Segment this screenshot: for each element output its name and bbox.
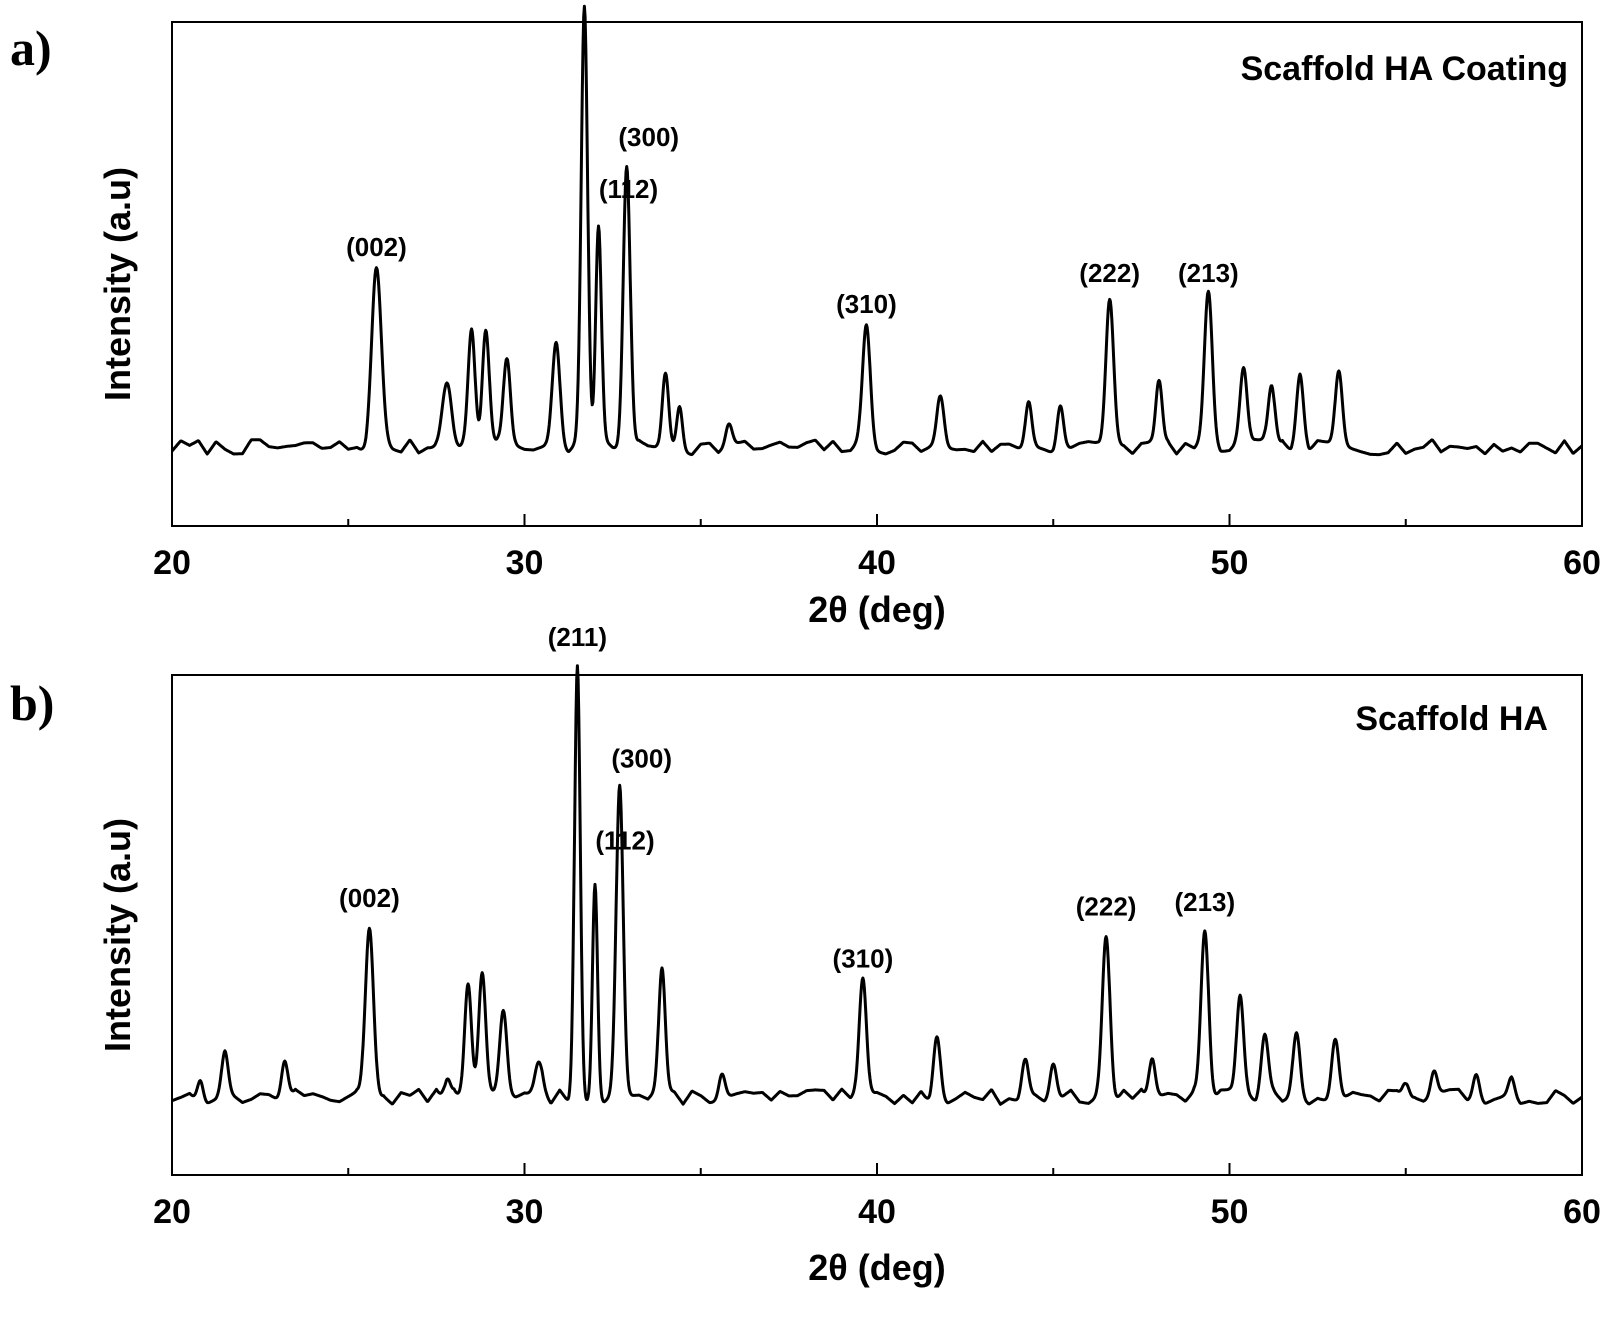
- peak-label: (310): [836, 289, 897, 319]
- peak-label: (300): [618, 122, 679, 152]
- x-axis-label: 2θ (deg): [808, 589, 945, 630]
- xrd-pattern-line: [170, 4, 1583, 457]
- panel-letter: a): [10, 20, 52, 76]
- peak-label: (112): [599, 174, 658, 204]
- peak-label: (213): [1174, 887, 1235, 917]
- x-tick-label: 30: [506, 544, 544, 582]
- x-tick-label: 20: [153, 544, 191, 582]
- xrd-panel-b: b) 20 30 40 50 60 2θ (deg) Intensity (a.u) Scaff…: [10, 622, 1601, 1288]
- x-tick-label: 50: [1211, 1193, 1249, 1231]
- peak-label: (310): [833, 944, 894, 974]
- peak-label: (213): [1178, 258, 1239, 288]
- x-tick-label: 60: [1563, 544, 1601, 582]
- peak-label: (300): [611, 744, 672, 774]
- y-axis-label: Intensity (a.u): [97, 818, 138, 1052]
- series-title: Scaffold HA: [1355, 700, 1548, 738]
- panel-letter: b): [10, 675, 54, 731]
- x-tick-label: 40: [858, 1193, 896, 1231]
- xrd-panel-a: a) 20 30 40 50 60 2θ (deg) Intensity (a.u) Scaff…: [10, 4, 1601, 630]
- peak-label: (002): [339, 883, 400, 913]
- x-tick-label: 60: [1563, 1193, 1601, 1231]
- x-tick-label: 40: [858, 544, 896, 582]
- peak-label: (222): [1079, 258, 1140, 288]
- peak-label: (002): [346, 232, 407, 262]
- plot-frame: [171, 674, 1583, 1176]
- peak-label: (222): [1076, 892, 1137, 922]
- x-tick-label: 30: [506, 1193, 544, 1231]
- x-tick-label: 50: [1211, 544, 1249, 582]
- x-axis-label: 2θ (deg): [808, 1247, 945, 1288]
- xrd-pattern-line: [171, 664, 1583, 1106]
- series-title: Scaffold HA Coating: [1241, 50, 1568, 88]
- x-tick-label: 20: [153, 1193, 191, 1231]
- peak-label: (112): [595, 825, 654, 855]
- peak-label: (211): [548, 622, 607, 652]
- y-axis-label: Intensity (a.u): [97, 167, 138, 401]
